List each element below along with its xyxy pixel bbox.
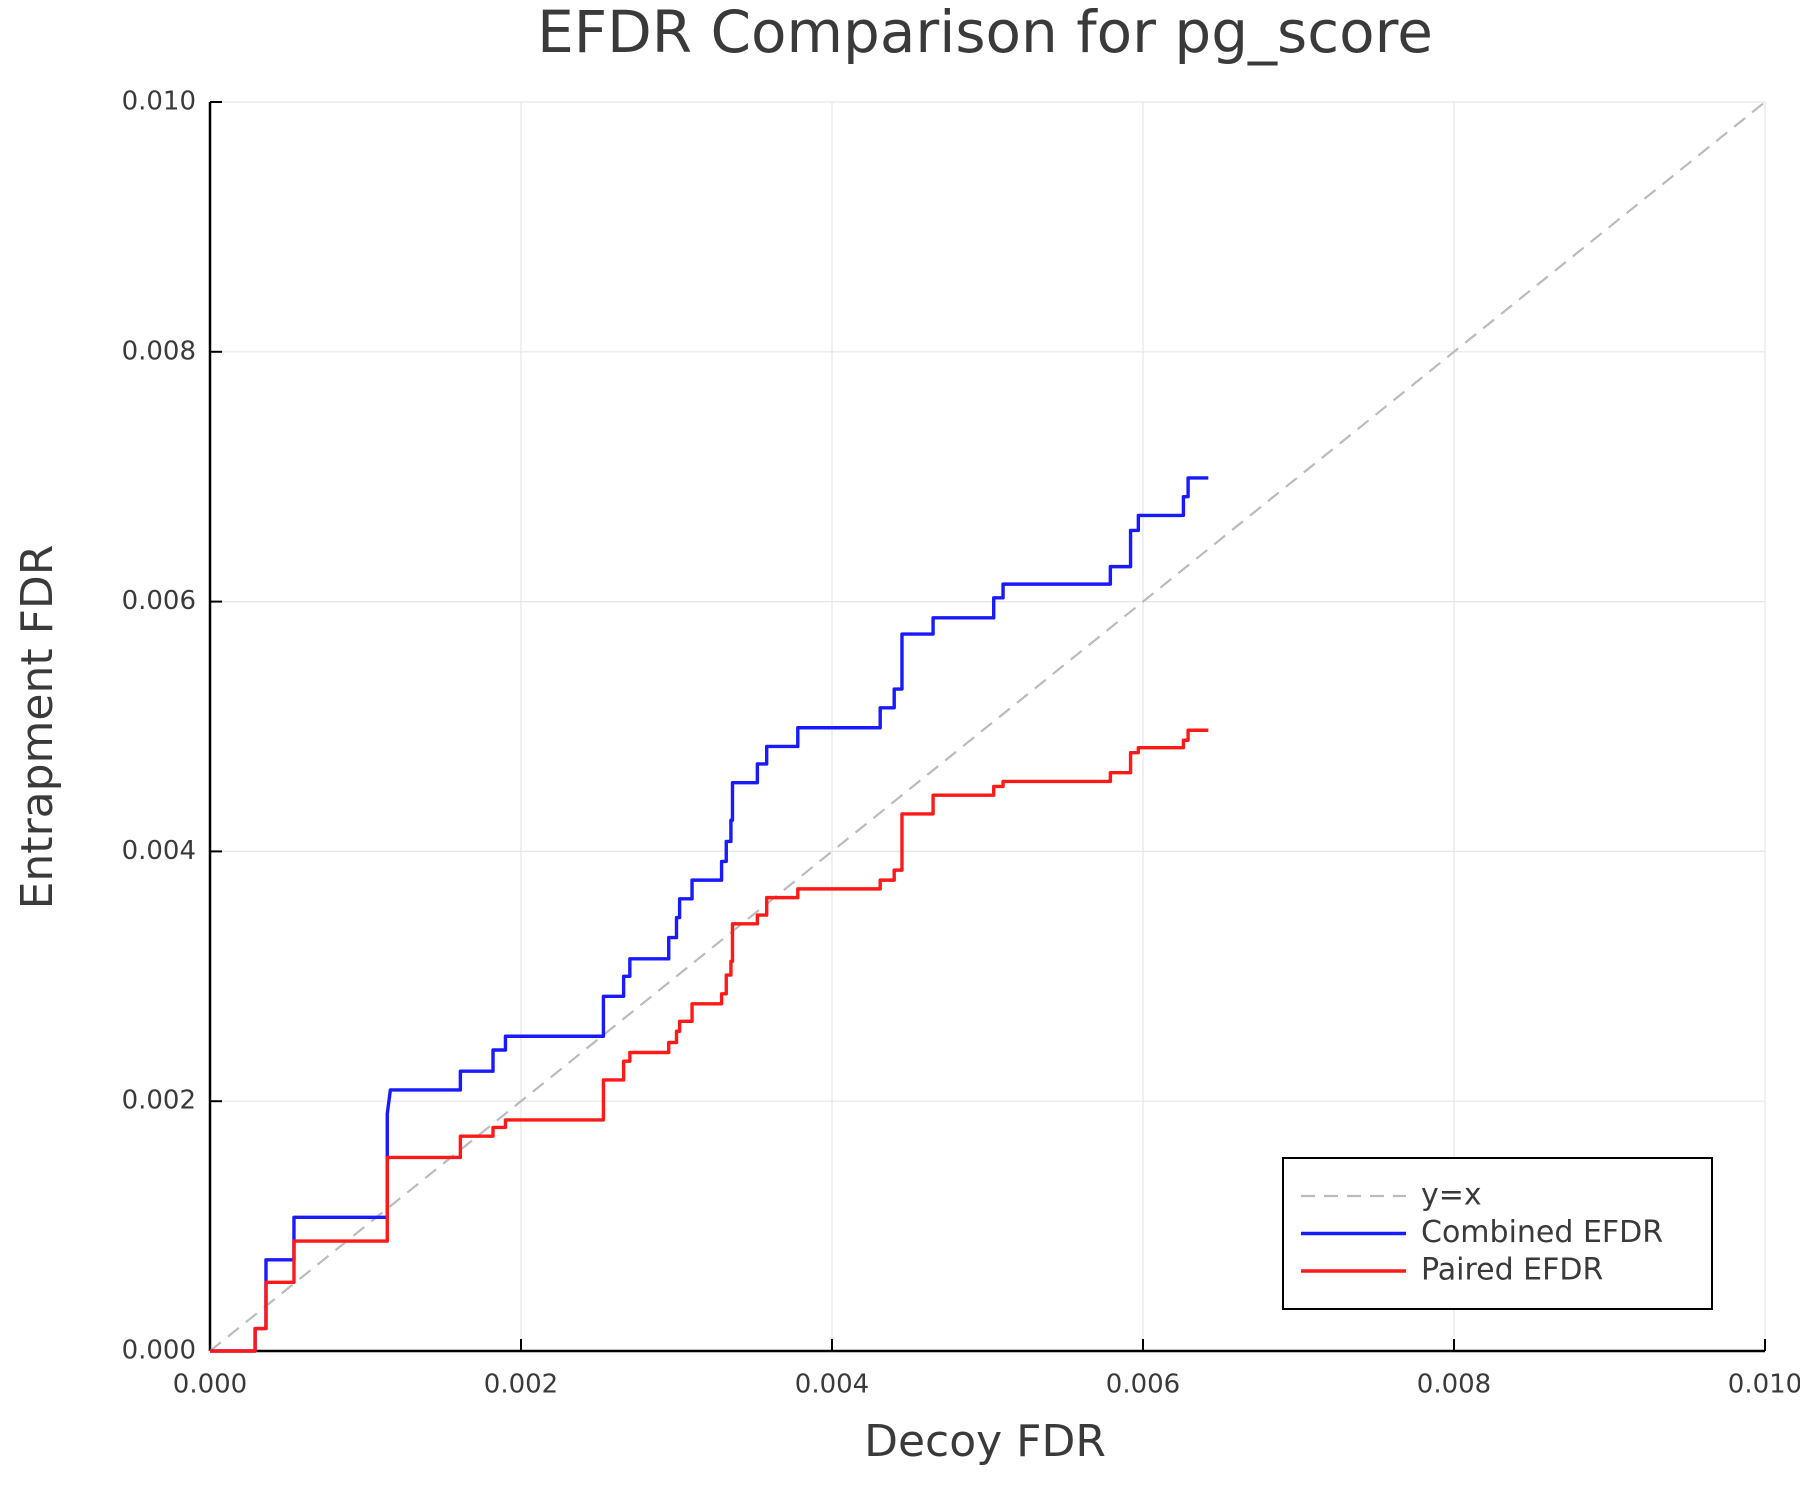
y-tick-label: 0.008: [122, 336, 196, 366]
series-line: [210, 476, 1209, 1353]
y-tick-label: 0.000: [122, 1336, 196, 1366]
y-axis-label: Entrapment FDR: [12, 545, 63, 910]
legend-label: Combined EFDR: [1421, 1215, 1663, 1250]
y-tick-label: 0.010: [122, 87, 196, 117]
chart-title: EFDR Comparison for pg_score: [537, 0, 1433, 66]
x-tick-label: 0.008: [1417, 1370, 1491, 1400]
y-tick-label: 0.006: [122, 586, 196, 616]
legend-label: y=x: [1421, 1178, 1482, 1213]
x-tick-label: 0.002: [484, 1370, 558, 1400]
x-axis-label: Decoy FDR: [864, 1416, 1106, 1467]
legend-label: Paired EFDR: [1421, 1253, 1603, 1288]
y-tick-label: 0.002: [122, 1086, 196, 1116]
x-tick-label: 0.006: [1106, 1370, 1180, 1400]
series-line: [210, 728, 1209, 1353]
x-tick-label: 0.004: [795, 1370, 869, 1400]
x-tick-label: 0.010: [1728, 1370, 1800, 1400]
series-line: [209, 101, 1766, 1352]
x-tick-label: 0.000: [173, 1370, 247, 1400]
y-tick-label: 0.004: [122, 836, 196, 866]
